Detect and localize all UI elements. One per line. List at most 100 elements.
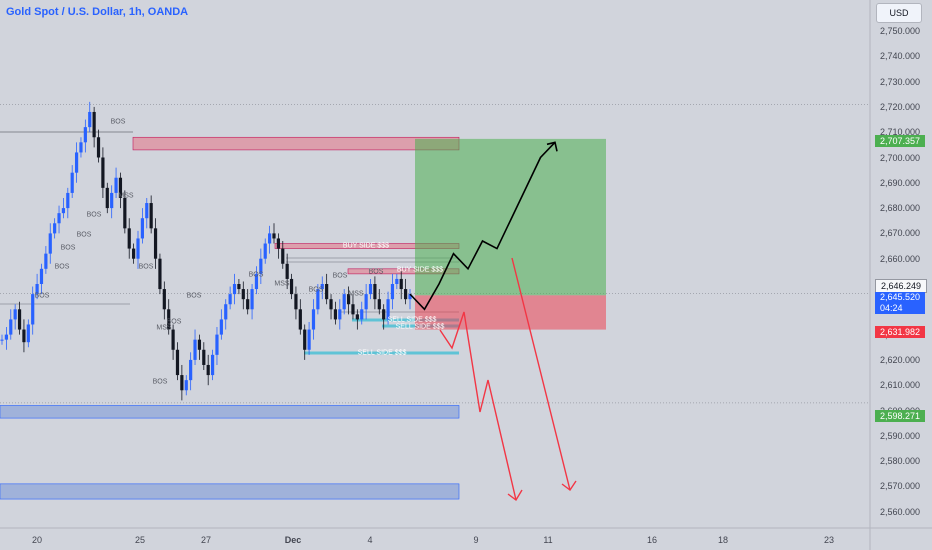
candle-body: [83, 127, 87, 143]
candle-body: [17, 309, 22, 330]
bos-label: BOS: [54, 263, 70, 271]
price-tick-label: 2,710.000: [880, 127, 921, 138]
candle-body: [224, 304, 228, 320]
candle-body: [395, 278, 399, 284]
price-tick-label: 2,620.000: [880, 354, 921, 365]
candle-body: [4, 334, 8, 340]
candle-body: [105, 187, 109, 209]
candle-body: [123, 197, 127, 229]
price-tick-label: 2,590.000: [880, 430, 921, 441]
candle-body: [219, 319, 223, 335]
bos-label: BOS: [76, 231, 92, 239]
bos-label: BOS: [186, 292, 202, 300]
candle-body: [390, 284, 395, 300]
candle-body: [0, 339, 4, 341]
bos-label: BOS: [138, 263, 154, 271]
candle-body: [118, 177, 123, 198]
candle-body: [31, 294, 35, 325]
bos-label: BOS: [34, 292, 50, 300]
candle-body: [22, 329, 26, 343]
time-tick-label: 9: [473, 535, 479, 545]
candle-body: [259, 258, 263, 274]
candle-body: [241, 289, 245, 300]
chart-title[interactable]: Gold Spot / U.S. Dollar, 1h, OANDA: [6, 6, 189, 18]
candle-body: [114, 177, 118, 193]
bullish-projection: [409, 141, 556, 311]
bos-label: BOS: [86, 211, 102, 219]
candle-body: [96, 137, 101, 158]
price-tick-label: 2,740.000: [880, 51, 921, 62]
candle-body: [377, 299, 381, 310]
candle-body: [408, 294, 412, 300]
candle-body: [355, 314, 359, 320]
candle-body: [175, 349, 180, 376]
candle-body: [167, 309, 171, 330]
stop-price-tag: 2,631.982: [875, 326, 926, 338]
low-target-price-tag: 2,598.271: [875, 410, 926, 422]
bos-label: BOS: [308, 286, 324, 294]
candle-body: [53, 223, 57, 234]
candle-body: [399, 278, 403, 290]
candle-body: [329, 299, 333, 310]
time-tick-label: Dec: [284, 535, 302, 545]
candle-body: [39, 268, 44, 284]
bos-label: BOS: [166, 318, 182, 326]
price-tick-label: 2,720.000: [880, 101, 921, 112]
demand-zone: [0, 405, 460, 419]
candle-body: [149, 203, 153, 229]
sell-side-label: SELL SIDE $$$: [395, 323, 445, 331]
supply-zone: [132, 136, 460, 151]
currency-button[interactable]: USD: [876, 3, 922, 23]
candle-body: [303, 329, 307, 350]
candle-body: [140, 218, 144, 239]
candle-body: [294, 294, 298, 310]
candle-body: [285, 263, 289, 279]
candle-body: [373, 284, 377, 300]
sell-side-label: SELL SIDE $$$: [357, 349, 407, 357]
price-tick-label: 2,680.000: [880, 203, 921, 214]
candle-body: [237, 284, 241, 290]
candle-body: [92, 111, 96, 138]
bar-countdown: 04:24: [880, 303, 903, 313]
candle-body: [382, 309, 386, 320]
time-tick-label: 27: [200, 535, 212, 545]
bos-label: BOS: [368, 268, 384, 276]
price-tick-label: 2,610.000: [880, 380, 921, 391]
candle-body: [153, 228, 158, 259]
sell-side-label: SELL SIDE $$$: [387, 316, 437, 324]
candle-body: [254, 273, 259, 290]
candle-body: [246, 299, 250, 310]
candle-body: [110, 192, 114, 209]
price-tick-label: 2,700.000: [880, 152, 921, 163]
bos-label: BOS: [248, 271, 264, 279]
candle-body: [268, 233, 272, 244]
candle-body: [193, 339, 197, 360]
candle-body: [320, 284, 324, 290]
sell-side-line: [304, 351, 459, 355]
candle-body: [250, 289, 254, 310]
candle-body: [136, 238, 140, 259]
candle-body: [158, 258, 162, 290]
sell-side-line: [352, 318, 459, 322]
bearish-arrowhead: [561, 480, 577, 492]
loss-zone: [415, 295, 606, 330]
bos-label: BOS: [60, 244, 76, 252]
time-tick-label: 20: [31, 535, 43, 545]
candle-body: [132, 248, 136, 259]
candle-body: [298, 309, 302, 330]
candle-body: [386, 299, 390, 320]
bearish-arrowhead: [507, 489, 523, 502]
bearish-projection: [439, 311, 517, 501]
mss-label: MSS: [156, 324, 172, 332]
time-tick-label: 23: [823, 535, 835, 545]
candle-body: [333, 309, 338, 320]
candle-body: [70, 172, 74, 193]
candle-body: [57, 213, 61, 224]
price-tick-label: 2,750.000: [880, 26, 921, 36]
candle-body: [66, 192, 70, 209]
candle-body: [342, 294, 346, 310]
demand-zone: [0, 483, 460, 500]
mss-label: MSS: [348, 290, 364, 298]
